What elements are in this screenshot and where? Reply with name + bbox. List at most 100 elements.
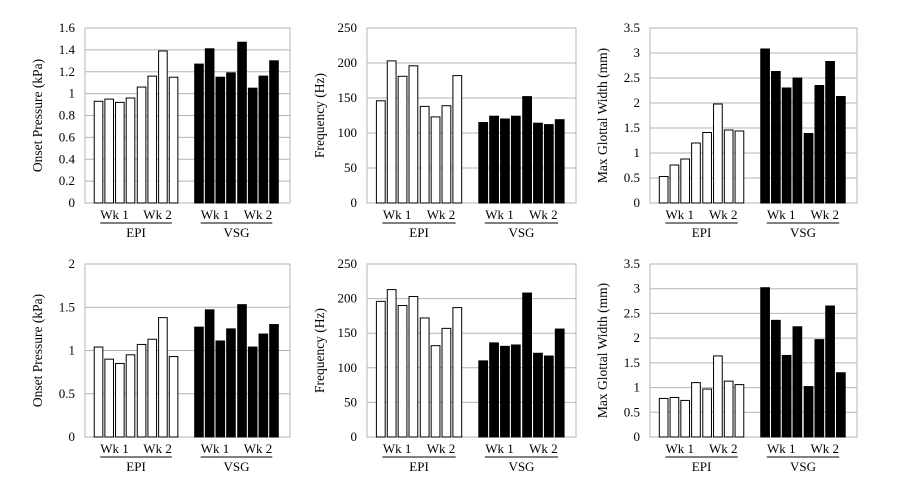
y-tick-label: 0.5	[624, 404, 640, 419]
bar-vsg	[522, 96, 532, 204]
y-tick-label: 1	[634, 380, 641, 395]
week-label: Wk 1	[666, 441, 695, 456]
bar-epi	[680, 399, 691, 438]
bar-vsg	[803, 133, 814, 204]
bar-vsg	[510, 344, 521, 438]
week-label: Wk 2	[244, 207, 273, 222]
week-label: Wk 2	[427, 207, 456, 222]
chart-3: 0 0.5 1 1.5 2 2.5 3 3.5 Max Glottal Width (mm) Wk…	[595, 20, 858, 240]
group-label: VSG	[508, 459, 534, 474]
bar-epi	[147, 338, 158, 438]
y-tick-label: 1	[69, 86, 76, 101]
group-label: EPI	[126, 225, 146, 240]
bar-vsg	[771, 319, 781, 438]
y-tick-label: 200	[338, 55, 358, 70]
bar-vsg	[792, 326, 803, 438]
y-tick-label: 3	[634, 281, 641, 296]
bar-epi	[452, 75, 463, 204]
week-label: Wk 1	[767, 207, 796, 222]
week-label: Wk 1	[201, 207, 230, 222]
y-tick-label: 3.5	[624, 20, 640, 35]
bar-vsg	[247, 346, 258, 438]
y-tick-label: 0	[69, 195, 76, 210]
y-tick-label: 3.5	[624, 256, 640, 271]
bar-epi	[115, 101, 125, 204]
y-tick-label: 50	[344, 160, 357, 175]
y-tick-label: 200	[338, 291, 358, 306]
chart-1: 0 0.2 0.4 0.6 0.8 1 1.2 1.4 1.6 Onset Pressure (k…	[30, 20, 291, 240]
bar-vsg	[771, 71, 781, 204]
bar-vsg	[258, 333, 269, 438]
y-tick-label: 150	[338, 325, 358, 340]
week-label: Wk 1	[666, 207, 695, 222]
bar-vsg	[237, 304, 247, 438]
week-label: Wk 2	[143, 441, 172, 456]
chart-5: 0 50 100 150 200 250 Frequency (Hz) Wk 1 Wk 2 Wk …	[312, 256, 577, 474]
y-tick-label: 0.4	[59, 151, 76, 166]
bar-epi	[658, 397, 669, 438]
y-tick-label: 2	[69, 256, 76, 271]
bar-vsg	[533, 352, 543, 438]
bar-epi	[669, 396, 680, 438]
week-label: Wk 2	[244, 441, 273, 456]
bar-epi	[713, 355, 723, 438]
y-tick-label: 0	[69, 429, 76, 444]
y-tick-label: 2	[634, 95, 641, 110]
bar-epi	[397, 75, 408, 204]
y-tick-label: 1.4	[59, 42, 76, 57]
week-label: Wk 1	[485, 441, 514, 456]
bar-epi	[136, 86, 147, 204]
bar-epi	[158, 317, 168, 438]
chart-4: 0 0.5 1 1.5 2 Onset Pressure (kPa) Wk 1 Wk 2 Wk …	[30, 256, 291, 474]
bar-epi	[734, 130, 745, 204]
bar-vsg	[814, 339, 825, 438]
bar-vsg	[204, 309, 215, 438]
bar-epi	[397, 305, 408, 438]
bar-vsg	[836, 96, 846, 204]
group-label: EPI	[692, 225, 712, 240]
bar-vsg	[543, 355, 554, 438]
week-label: Wk 1	[383, 441, 412, 456]
week-label: Wk 2	[709, 207, 738, 222]
bar-vsg	[836, 372, 846, 438]
y-tick-label: 0	[634, 195, 641, 210]
bar-epi	[691, 382, 701, 438]
bar-vsg	[269, 324, 279, 438]
group-label: VSG	[223, 225, 249, 240]
plot-frame	[649, 27, 858, 204]
y-tick-label: 2.5	[624, 70, 640, 85]
bar-epi	[441, 105, 452, 204]
bar-vsg	[247, 87, 258, 204]
group-label: VSG	[790, 459, 816, 474]
week-label: Wk 2	[709, 441, 738, 456]
y-tick-label: 250	[338, 20, 358, 35]
y-axis-title: Onset Pressure (kPa)	[30, 294, 45, 407]
bar-vsg	[825, 305, 835, 438]
bar-epi	[158, 50, 168, 204]
y-tick-label: 1.2	[59, 64, 75, 79]
bar-vsg	[258, 75, 269, 204]
bar-epi	[136, 343, 147, 438]
bar-epi	[104, 98, 114, 204]
plot-frame	[366, 27, 577, 204]
week-label: Wk 1	[383, 207, 412, 222]
y-tick-label: 0.5	[59, 386, 75, 401]
bar-vsg	[226, 328, 236, 438]
y-tick-label: 1.5	[624, 355, 640, 370]
bar-vsg	[215, 76, 226, 204]
bar-epi	[419, 317, 430, 438]
bar-epi	[408, 296, 419, 438]
bar-epi	[441, 327, 452, 438]
bar-epi	[375, 300, 386, 438]
y-tick-label: 100	[338, 360, 358, 375]
bar-epi	[168, 76, 179, 204]
bar-epi	[386, 289, 397, 438]
y-tick-label: 1	[69, 343, 76, 358]
week-label: Wk 2	[529, 441, 558, 456]
group-label: EPI	[126, 459, 146, 474]
y-tick-label: 150	[338, 90, 358, 105]
bar-epi	[702, 132, 712, 204]
y-axis-title: Max Glottal Width (mm)	[595, 283, 610, 418]
bar-epi	[147, 75, 158, 204]
